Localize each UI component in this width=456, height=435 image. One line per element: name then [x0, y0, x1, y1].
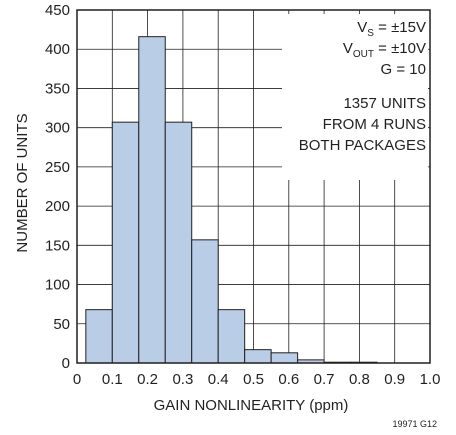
- histogram-bar: [85, 309, 113, 364]
- x-tick-label: 0.5: [243, 371, 264, 388]
- y-tick-label: 200: [45, 198, 70, 215]
- histogram-bars: [85, 36, 378, 364]
- histogram-bar: [111, 121, 140, 364]
- x-tick-label: 0.4: [208, 371, 229, 388]
- annotation-gain: G = 10: [381, 61, 426, 78]
- y-tick-label: 0: [62, 355, 70, 372]
- y-tick-label: 50: [53, 316, 70, 333]
- figure-id: 19971 G12: [392, 419, 437, 429]
- y-tick-label: 250: [45, 159, 70, 176]
- y-tick-label: 350: [45, 80, 70, 97]
- x-tick-label: 1.0: [420, 371, 441, 388]
- x-tick-label: 0.1: [102, 371, 123, 388]
- x-tick-label: 0.9: [384, 371, 405, 388]
- x-tick-labels: 0 0.1 0.2 0.3 0.4 0.5 0.6 0.7 0.8 0.9 1.0: [73, 371, 441, 388]
- y-axis-label: NUMBER OF UNITS: [14, 113, 31, 252]
- histogram-bar: [164, 121, 193, 364]
- x-tick-label: 0.6: [278, 371, 299, 388]
- y-tick-label: 450: [45, 2, 70, 19]
- histogram-bar: [270, 352, 299, 364]
- histogram-bar: [138, 36, 166, 364]
- x-tick-label: 0.2: [137, 371, 158, 388]
- annotation-background: [282, 14, 428, 180]
- histogram-bar: [217, 309, 246, 364]
- histogram-bar: [191, 239, 219, 364]
- annotation-packages: BOTH PACKAGES: [299, 137, 426, 154]
- annotation-runs: FROM 4 RUNS: [323, 116, 426, 133]
- y-tick-label: 100: [45, 277, 70, 294]
- x-axis-label: GAIN NONLINEARITY (ppm): [154, 397, 349, 414]
- x-tick-label: 0.7: [314, 371, 335, 388]
- x-tick-label: 0.8: [349, 371, 370, 388]
- y-tick-labels: 0 50 100 150 200 250 300 350 400 450: [45, 2, 70, 372]
- annotation-supply-voltage: VS = ±15V: [357, 19, 426, 39]
- y-tick-label: 400: [45, 41, 70, 58]
- annotation-output-voltage: VOUT = ±10V: [343, 40, 426, 60]
- x-tick-label: 0: [73, 371, 81, 388]
- y-tick-label: 150: [45, 237, 70, 254]
- x-tick-label: 0.3: [172, 371, 193, 388]
- plot-frame: [76, 9, 431, 364]
- y-tick-label: 300: [45, 120, 70, 137]
- histogram-bar: [244, 349, 272, 364]
- annotation-unit-count: 1357 UNITS: [343, 95, 426, 112]
